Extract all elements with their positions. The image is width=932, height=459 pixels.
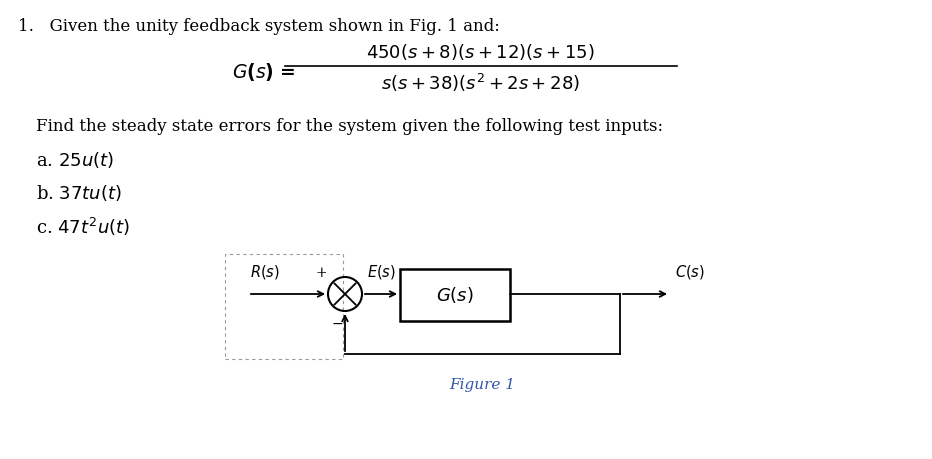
Text: $450(s + 8)(s + 12)(s + 15)$: $450(s + 8)(s + 12)(s + 15)$	[365, 42, 595, 62]
Text: Figure 1: Figure 1	[449, 377, 515, 391]
Text: +: +	[315, 265, 327, 280]
Bar	[400, 269, 510, 321]
Text: 1.   Given the unity feedback system shown in Fig. 1 and:: 1. Given the unity feedback system shown…	[18, 18, 500, 35]
Bar	[225, 254, 343, 359]
Text: $G(s)$: $G(s)$	[436, 285, 473, 304]
Text: $s(s + 38)(s^2 + 2s + 28)$: $s(s + 38)(s^2 + 2s + 28)$	[380, 72, 580, 94]
Text: c. $47t^2u(t)$: c. $47t^2u(t)$	[36, 216, 130, 238]
Text: $\mathbf{\mathit{G}}$$\mathbf{(}$$\mathbf{\mathit{s}}$$\mathbf{)}$ =: $\mathbf{\mathit{G}}$$\mathbf{(}$$\mathb…	[232, 61, 295, 83]
Text: $E(s)$: $E(s)$	[366, 263, 395, 280]
Text: b. $37tu(t)$: b. $37tu(t)$	[36, 183, 122, 202]
Text: $-$: $-$	[331, 315, 343, 329]
Text: a. $25u(t)$: a. $25u(t)$	[36, 150, 114, 170]
Text: $C(s)$: $C(s)$	[675, 263, 705, 280]
Text: Find the steady state errors for the system given the following test inputs:: Find the steady state errors for the sys…	[36, 118, 664, 134]
Text: $R(s)$: $R(s)$	[250, 263, 280, 280]
